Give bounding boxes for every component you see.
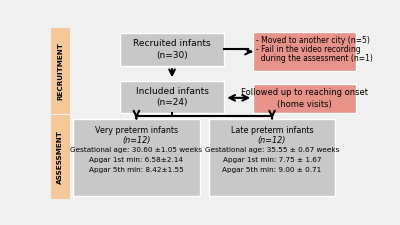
FancyBboxPatch shape: [73, 119, 200, 196]
FancyBboxPatch shape: [253, 84, 356, 113]
Text: Apgar 5th min: 9.00 ± 0.71: Apgar 5th min: 9.00 ± 0.71: [222, 167, 322, 173]
Text: Apgar 1st min: 6.58±2.14: Apgar 1st min: 6.58±2.14: [90, 157, 184, 163]
Text: Gestational age: 30.60 ±1.05 weeks: Gestational age: 30.60 ±1.05 weeks: [70, 147, 202, 153]
FancyBboxPatch shape: [120, 81, 224, 113]
Text: Recruited infants
(n=30): Recruited infants (n=30): [133, 39, 211, 60]
Text: (n=12): (n=12): [258, 136, 286, 145]
FancyBboxPatch shape: [51, 115, 70, 200]
FancyBboxPatch shape: [209, 119, 335, 196]
Text: Very preterm infants: Very preterm infants: [95, 126, 178, 135]
Text: Gestational age: 35.55 ± 0.67 weeks: Gestational age: 35.55 ± 0.67 weeks: [205, 147, 339, 153]
Text: Followed up to reaching onset
(home visits): Followed up to reaching onset (home visi…: [241, 88, 368, 109]
Text: during the assessment (n=1): during the assessment (n=1): [256, 54, 373, 63]
FancyBboxPatch shape: [120, 33, 224, 65]
FancyBboxPatch shape: [253, 32, 356, 71]
FancyBboxPatch shape: [51, 28, 70, 114]
Text: ASSESSMENT: ASSESSMENT: [57, 130, 63, 184]
Text: Apgar 5th min: 8.42±1.55: Apgar 5th min: 8.42±1.55: [89, 167, 184, 173]
Text: Late preterm infants: Late preterm infants: [231, 126, 313, 135]
Text: Apgar 1st min: 7.75 ± 1.67: Apgar 1st min: 7.75 ± 1.67: [223, 157, 321, 163]
Text: - Moved to another city (n=5): - Moved to another city (n=5): [256, 36, 370, 45]
Text: RECRUITMENT: RECRUITMENT: [57, 42, 63, 100]
Text: Included infants
(n=24): Included infants (n=24): [136, 87, 208, 108]
Text: - Fail in the video recording: - Fail in the video recording: [256, 45, 361, 54]
Text: (n=12): (n=12): [122, 136, 151, 145]
